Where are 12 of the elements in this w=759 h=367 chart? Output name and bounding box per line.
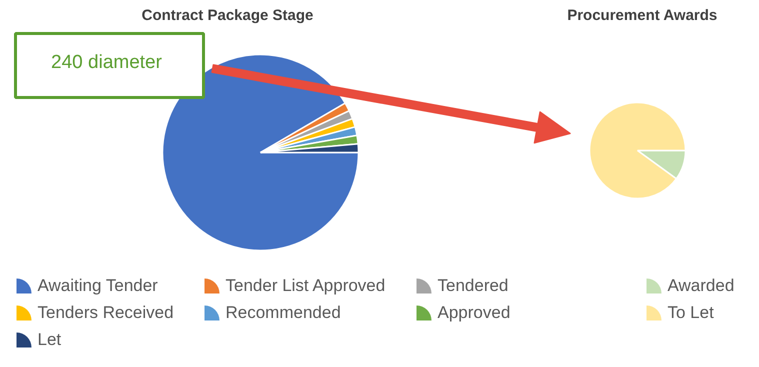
legend-label: Recommended: [226, 303, 341, 322]
chart-title: Procurement Awards: [567, 7, 718, 24]
legend-label: Let: [38, 330, 62, 349]
legend-label: Awarded: [668, 276, 734, 295]
chart-title: Contract Package Stage: [142, 7, 314, 24]
text: 240 diameter: [51, 52, 163, 73]
legend-label: Awaiting Tender: [38, 276, 158, 295]
legend-label: To Let: [668, 303, 714, 322]
legend-label: Tendered: [438, 276, 508, 295]
legend-label: Approved: [438, 303, 510, 322]
legend-label: Tenders Received: [38, 303, 174, 322]
legend-label: Tender List Approved: [226, 276, 386, 295]
